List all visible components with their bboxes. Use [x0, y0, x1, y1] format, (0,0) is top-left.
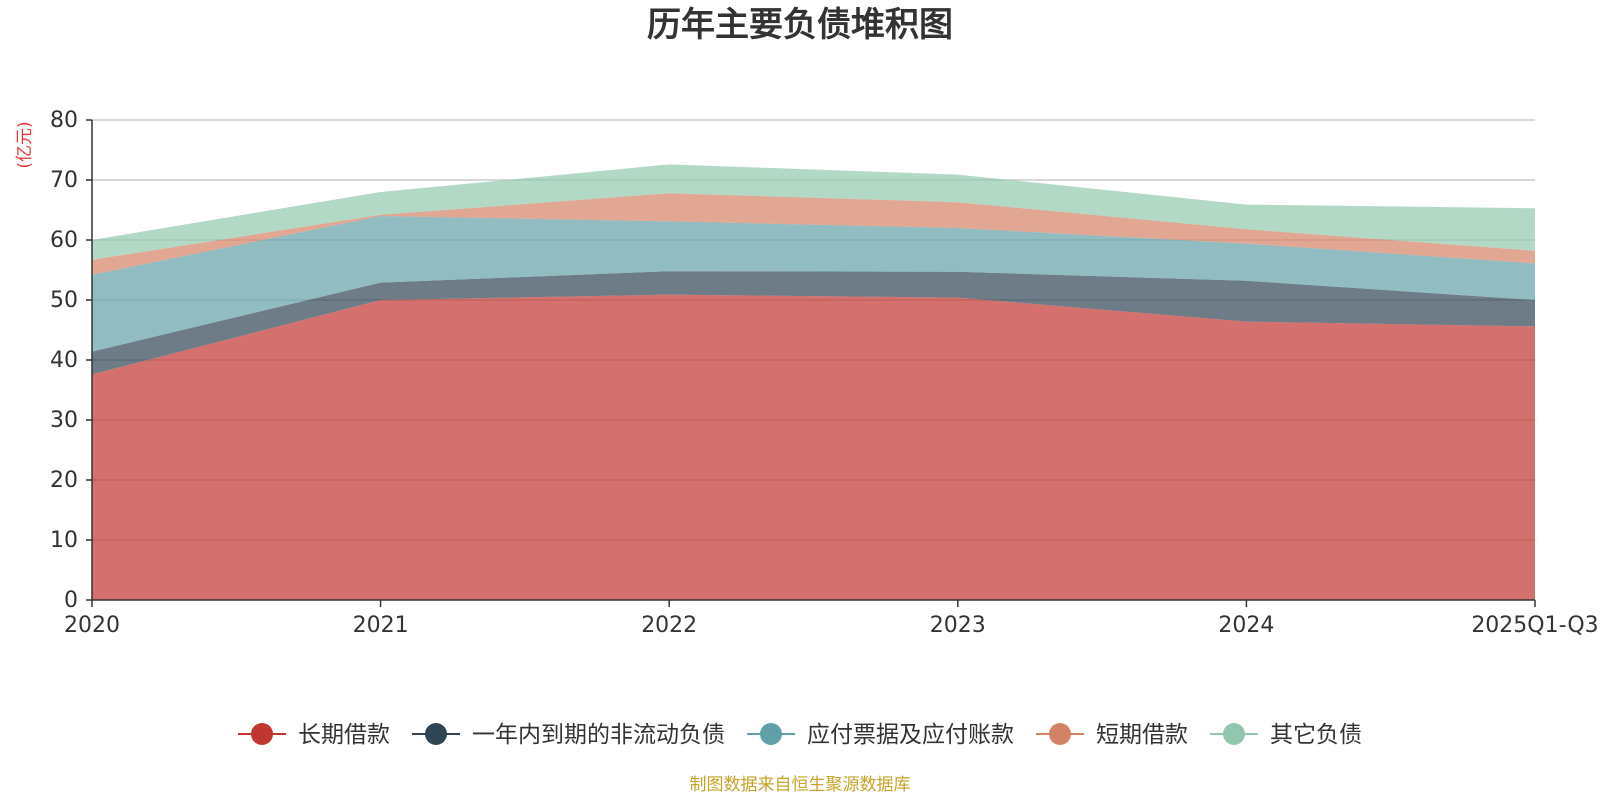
y-tick-label: 20 [50, 468, 78, 493]
legend-label: 短期借款 [1096, 722, 1188, 748]
data-source-note: 制图数据来自恒生聚源数据库 [690, 775, 911, 795]
y-tick-label: 50 [50, 288, 78, 313]
chart-title: 历年主要负债堆积图 [647, 5, 953, 45]
x-tick-label: 2020 [64, 613, 120, 638]
area-series-layer [92, 164, 1535, 600]
legend-label: 应付票据及应付账款 [807, 722, 1014, 748]
area-series [92, 164, 1535, 260]
area-series [92, 193, 1535, 275]
y-tick-label: 80 [50, 108, 78, 133]
legend-item[interactable]: 长期借款 [238, 722, 390, 748]
x-tick-label: 2025Q1-Q3 [1471, 613, 1598, 638]
legend-label: 长期借款 [298, 722, 390, 748]
x-tick-label: 2024 [1218, 613, 1274, 638]
area-series [92, 294, 1535, 600]
y-axis-unit-label: (亿元) [15, 121, 35, 168]
y-tick-label: 60 [50, 228, 78, 253]
x-tick-label: 2021 [353, 613, 409, 638]
legend-circle-marker [1223, 723, 1245, 745]
axes: 0 10 20 30 40 50 60 70 80 2020 2021 2022 2023 2024 202… [50, 108, 1599, 638]
x-tick-label: 2022 [641, 613, 697, 638]
legend-item[interactable]: 其它负债 [1210, 722, 1362, 748]
area-series [92, 216, 1535, 352]
x-tick-label: 2023 [930, 613, 986, 638]
legend-item[interactable]: 一年内到期的非流动负债 [412, 722, 725, 748]
legend-label: 一年内到期的非流动负债 [472, 722, 725, 748]
area-series [92, 271, 1535, 375]
y-tick-label: 40 [50, 348, 78, 373]
legend-item[interactable]: 应付票据及应付账款 [747, 722, 1014, 748]
legend-label: 其它负债 [1270, 722, 1362, 748]
y-tick-label: 70 [50, 168, 78, 193]
legend-circle-marker [760, 723, 782, 745]
legend-item[interactable]: 短期借款 [1036, 722, 1188, 748]
legend-circle-marker [425, 723, 447, 745]
y-tick-label: 30 [50, 408, 78, 433]
y-tick-label: 0 [64, 588, 78, 613]
legend-circle-marker [251, 723, 273, 745]
y-tick-label: 10 [50, 528, 78, 553]
legend[interactable]: 长期借款 一年内到期的非流动负债 应付票据及应付账款 短期借款 其它负债 [238, 722, 1362, 748]
legend-circle-marker [1049, 723, 1071, 745]
